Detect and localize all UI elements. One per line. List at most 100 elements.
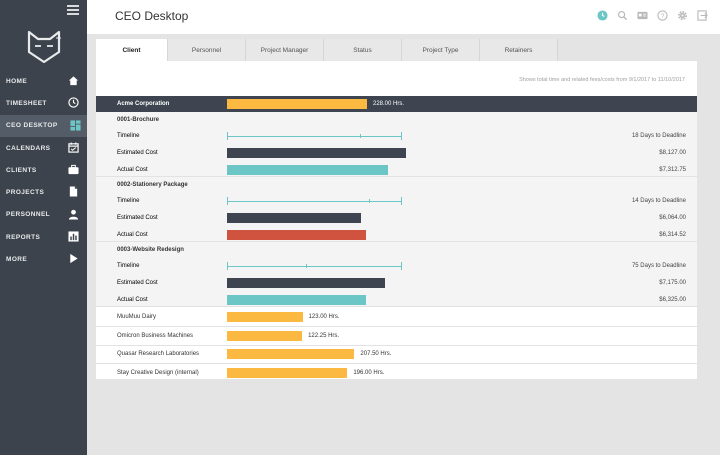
tab-project-type[interactable]: Project Type [402, 39, 480, 61]
row-divider [96, 326, 697, 327]
bar-chart-icon [68, 231, 79, 242]
calendar-icon [68, 142, 79, 153]
sidebar-item-label: PERSONNEL [6, 211, 51, 219]
sidebar-item-clients[interactable]: CLIENTS [0, 159, 87, 181]
sidebar-item-label: CALENDARS [6, 144, 51, 152]
section-divider [96, 176, 697, 177]
estimated-cost-value: $8,127.00 [659, 150, 686, 156]
hours-bar [227, 312, 303, 322]
client-list-row[interactable]: Stay Creative Design (internal) 196.00 Hr… [96, 364, 697, 382]
hours-value: 123.00 Hrs. [308, 314, 340, 320]
hours-bar [227, 99, 367, 109]
estimated-cost-label: Estimated Cost [117, 150, 158, 156]
client-panel: Shows total time and related fees/costs … [96, 61, 697, 383]
tab-bar: Client Personnel Project Manager Status Proj… [96, 39, 558, 61]
play-icon [68, 253, 79, 264]
sidebar-item-label: REPORTS [6, 233, 41, 241]
document-icon [68, 186, 79, 198]
client-row[interactable]: Acme Corporation 228.00 Hrs. [96, 96, 697, 112]
cat-logo-icon [26, 30, 62, 64]
id-card-icon[interactable] [637, 10, 648, 21]
timeline-today-marker [368, 199, 370, 203]
deadline-text: 18 Days to Deadline [631, 133, 686, 139]
timeline-label: Timeline [117, 133, 140, 139]
tab-personnel[interactable]: Personnel [168, 39, 246, 61]
client-name: Quasar Research Laboratories [117, 351, 200, 357]
estimated-cost-value: $6,064.00 [659, 215, 686, 221]
sidebar-item-personnel[interactable]: PERSONNEL [0, 204, 87, 226]
header-icons: ? [597, 10, 708, 21]
project-title[interactable]: 0003-Website Redesign [117, 247, 184, 253]
timeline-end-tick [401, 197, 402, 205]
sidebar-item-projects[interactable]: PROJECTS [0, 181, 87, 203]
sidebar-item-timesheet[interactable]: TIMESHEET [0, 92, 87, 114]
page-title: CEO Desktop [115, 9, 189, 23]
svg-text:?: ? [661, 13, 665, 20]
tab-project-manager[interactable]: Project Manager [246, 39, 324, 61]
sidebar-item-ceo-desktop[interactable]: CEO DESKTOP [0, 114, 87, 137]
client-name: Omicron Business Machines [117, 332, 194, 339]
row-divider [96, 381, 697, 383]
client-list-row[interactable]: Omicron Business Machines 122.25 Hrs. [96, 327, 697, 345]
estimated-cost-label: Estimated Cost [117, 280, 158, 286]
tab-status[interactable]: Status [324, 39, 402, 61]
estimated-cost-value: $7,175.00 [659, 280, 686, 286]
actual-cost-label: Actual Cost [117, 232, 148, 238]
sidebar-item-label: TIMESHEET [6, 99, 47, 107]
home-icon [68, 75, 79, 86]
timer-icon[interactable] [597, 10, 608, 21]
client-name: Stay Creative Design (internal) [117, 369, 199, 376]
briefcase-icon [68, 164, 79, 175]
sidebar: HOME TIMESHEET CEO DESKTOP CALENDARS CLIENTS… [0, 0, 87, 455]
deadline-text: 14 Days to Deadline [631, 198, 686, 204]
sidebar-item-home[interactable]: HOME [0, 70, 87, 92]
actual-cost-bar [227, 295, 367, 305]
client-name: Acme Corporation [117, 101, 170, 107]
client-list-row[interactable]: Quasar Research Laboratories 207.50 Hrs. [96, 345, 697, 363]
tab-retainers[interactable]: Retainers [480, 39, 558, 61]
hours-value: 122.25 Hrs. [308, 332, 340, 339]
search-icon[interactable] [617, 10, 628, 21]
timeline-bar [227, 262, 402, 270]
actual-cost-value: $7,312.75 [659, 167, 686, 173]
section-divider [96, 241, 697, 242]
clock-icon [68, 97, 79, 108]
gear-icon[interactable] [677, 10, 688, 21]
sidebar-item-label: HOME [6, 77, 28, 85]
project-title[interactable]: 0002-Stationery Package [117, 182, 188, 188]
tab-client[interactable]: Client [96, 39, 168, 61]
sidebar-nav: HOME TIMESHEET CEO DESKTOP CALENDARS CLIENTS… [0, 70, 87, 271]
hours-value: 196.00 Hrs. [353, 369, 385, 376]
hamburger-menu-icon[interactable] [67, 5, 79, 15]
sidebar-item-reports[interactable]: REPORTS [0, 226, 87, 248]
project-section: 0001-Brochure Timeline 18 Days to Deadline… [96, 112, 697, 176]
row-divider [96, 363, 697, 364]
logout-icon[interactable] [697, 10, 708, 21]
timeline-end-tick [401, 132, 402, 140]
client-list-row[interactable]: MuuMuu Dairy 123.00 Hrs. [96, 308, 697, 326]
estimated-cost-bar [227, 148, 406, 158]
hours-value: 228.00 Hrs. [373, 101, 405, 107]
timeline-start-tick [227, 132, 228, 140]
sidebar-item-label: CLIENTS [6, 166, 37, 174]
project-title[interactable]: 0001-Brochure [117, 117, 160, 123]
sidebar-item-calendars[interactable]: CALENDARS [0, 137, 87, 159]
person-icon [68, 209, 79, 220]
deadline-text: 75 Days to Deadline [631, 263, 686, 269]
project-section: 0002-Stationery Package Timeline 14 Days t… [96, 177, 697, 241]
timeline-today-marker [305, 264, 307, 268]
dashboard-icon [70, 120, 81, 131]
hours-value: 207.50 Hrs. [360, 351, 392, 357]
sidebar-item-more[interactable]: MORE [0, 248, 87, 270]
actual-cost-value: $6,325.00 [659, 297, 686, 303]
actual-cost-bar [227, 230, 367, 240]
client-name: MuuMuu Dairy [117, 314, 157, 320]
top-header: CEO Desktop ? [87, 0, 720, 34]
section-divider [96, 306, 697, 307]
project-section: 0003-Website Redesign Timeline 75 Days to … [96, 242, 697, 306]
hours-bar [227, 349, 355, 359]
estimated-cost-bar [227, 278, 386, 288]
help-icon[interactable]: ? [657, 10, 668, 21]
estimated-cost-bar [227, 213, 361, 223]
